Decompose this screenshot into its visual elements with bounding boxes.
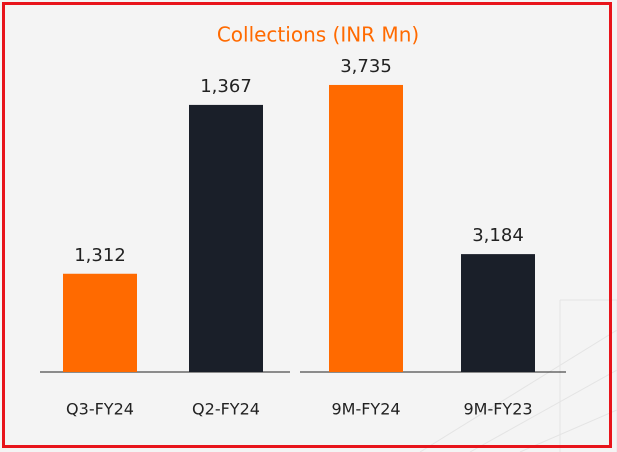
- x-tick-label: 9M-FY23: [463, 400, 532, 419]
- decoration: [419, 299, 617, 452]
- bar: [189, 104, 263, 372]
- x-tick-label: Q2-FY24: [192, 400, 260, 419]
- data-label: 3,184: [472, 225, 524, 246]
- bar: [63, 273, 137, 372]
- bar: [461, 254, 535, 372]
- chart-title: Collections (INR Mn): [217, 23, 419, 47]
- frame: [2, 2, 612, 448]
- x-tick-label: Q3-FY24: [66, 400, 134, 419]
- data-label: 1,367: [200, 76, 252, 97]
- bar: [329, 84, 403, 372]
- x-tick-label: 9M-FY24: [331, 400, 400, 419]
- data-label: 3,735: [340, 56, 392, 77]
- data-label: 1,312: [74, 245, 126, 266]
